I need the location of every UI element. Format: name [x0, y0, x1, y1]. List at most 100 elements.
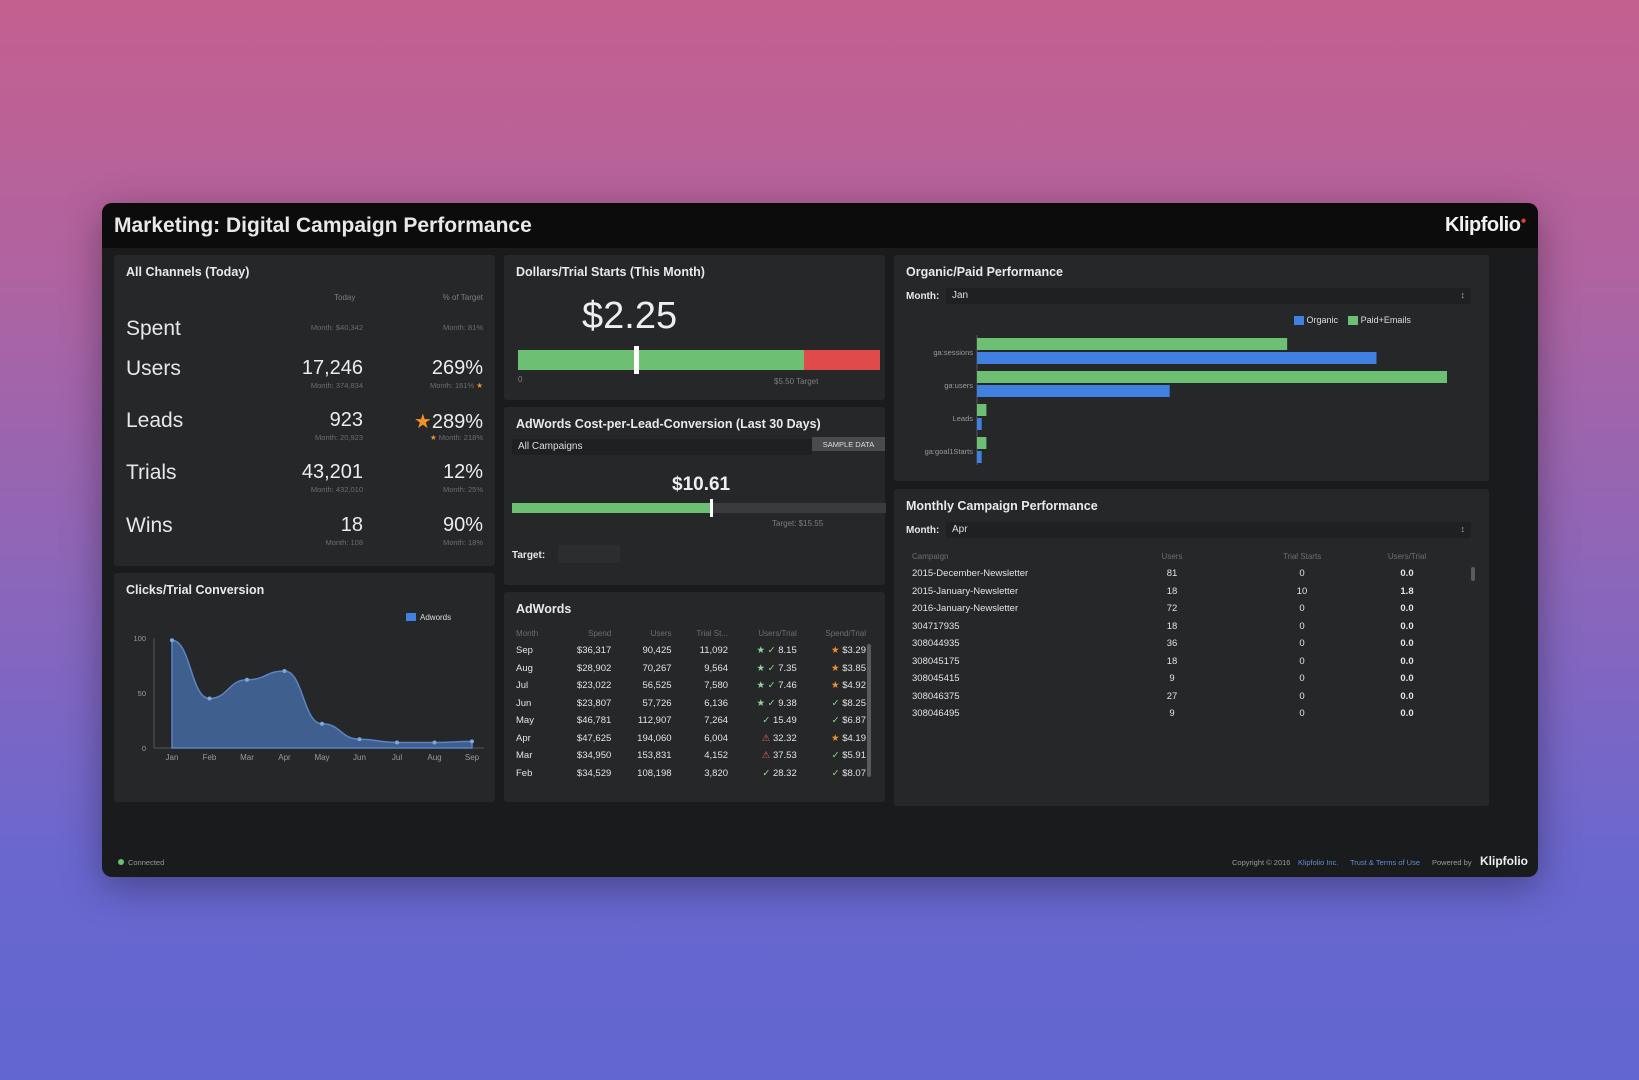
column-header[interactable]: Campaign — [912, 551, 949, 561]
legend-paid-swatch — [1348, 316, 1359, 326]
month-label: Month: — [906, 291, 940, 302]
column-header[interactable]: Users/Trial — [758, 628, 797, 638]
channel-month: Month: 374,834 — [310, 381, 363, 390]
table-cell: 0.0 — [1400, 568, 1414, 580]
data-point — [357, 737, 362, 742]
channel-pct: 269% — [431, 357, 483, 379]
channel-value: 923 — [329, 409, 363, 431]
table-cell: 0.0 — [1400, 673, 1414, 685]
table-cell: 56,525 — [642, 680, 672, 692]
column-header[interactable]: Users — [650, 628, 672, 638]
table-cell: ⚠ 32.32 — [761, 732, 797, 744]
table-row: 2015-December-Newsletter 81 0 0.0 — [912, 565, 1452, 583]
adwords-table: Month Spend Users Trial St... Users/Trial Spe… — [512, 624, 870, 782]
legend-organic-swatch — [1294, 316, 1304, 326]
legend: Organic Paid+Emails — [1294, 315, 1411, 326]
area-chart: 100 50 0 Jan Feb Mar Apr May Jun Jul Aug Sep Adwords — [133, 613, 484, 762]
channel-pct: 12% — [442, 461, 483, 483]
bar-organic — [977, 352, 1377, 364]
channel-pct: 90% — [442, 514, 483, 536]
data-point — [432, 740, 437, 745]
table-cell: $34,950 — [576, 750, 612, 762]
table-cell: 18 — [1166, 585, 1178, 597]
channel-row: Wins 18 Month: 108 90% Month: 18% — [126, 514, 483, 558]
panel-title: Organic/Paid Performance — [906, 265, 1064, 279]
target-input[interactable] — [558, 545, 620, 563]
channel-month: Month: $40,342 — [310, 323, 363, 332]
star-icon: ★ — [413, 411, 432, 433]
table-cell: 0 — [1299, 673, 1305, 685]
scrollbar[interactable] — [867, 644, 871, 777]
table-cell: 308046375 — [912, 690, 960, 702]
table-cell: 2015-January-Newsletter — [912, 585, 1019, 597]
bar-organic — [977, 418, 982, 430]
table-cell: ★ $4.92 — [831, 680, 866, 692]
klipfolio-inc-link[interactable]: Klipfolio Inc. — [1298, 858, 1339, 867]
column-header[interactable]: Users — [1161, 551, 1183, 561]
campaign-select[interactable]: All Campaigns — [512, 439, 812, 455]
footer: Connected Copyright © 2016 Klipfolio Inc… — [102, 848, 1538, 877]
table-cell: 9 — [1169, 708, 1175, 720]
column-header[interactable]: Spend — [588, 628, 612, 638]
table-cell: Apr — [516, 732, 531, 744]
footer-logo[interactable]: Klipfolio — [1480, 854, 1528, 868]
category-label: ga:users — [944, 381, 973, 390]
column-header[interactable]: Trial St... — [696, 628, 729, 638]
table-cell: 308045415 — [912, 673, 960, 685]
copyright-text: Copyright © 2016 — [1232, 858, 1291, 867]
scrollbar[interactable] — [1471, 567, 1475, 581]
table-cell: 153,831 — [637, 750, 672, 762]
table-cell: 9 — [1169, 673, 1175, 685]
table-row: 308045175 18 0 0.0 — [912, 653, 1452, 671]
legend-paid-label: Paid+Emails — [1360, 315, 1411, 325]
table-cell: ★ ✓ 7.46 — [756, 680, 797, 692]
bar-paid — [977, 437, 987, 449]
table-row: Jun $23,807 57,726 6,136 ★ ✓ 9.38 ✓ $8.25 — [512, 695, 870, 713]
star-icon: ★ — [831, 680, 840, 692]
gauge-bar — [518, 346, 880, 374]
table-cell: ✓ $8.25 — [831, 697, 866, 709]
table-cell: 0.0 — [1400, 620, 1414, 632]
clicks-trial-panel: Clicks/Trial Conversion 100 50 0 Jan Feb Mar A… — [114, 573, 495, 802]
bar-paid — [977, 371, 1447, 383]
table-row: 2015-January-Newsletter 18 10 1.8 — [912, 583, 1452, 601]
organic-paid-panel: Organic/Paid Performance Month: Jan ↕ Org… — [894, 255, 1489, 481]
cpl-target-text: Target: $15.55 — [772, 519, 824, 528]
klipfolio-logo[interactable]: Klipfolio● — [1444, 214, 1526, 236]
month-select[interactable]: Apr ↕ — [946, 522, 1471, 538]
bar-paid — [977, 404, 987, 416]
channel-label: Wins — [126, 514, 173, 537]
column-header[interactable]: Trial Starts — [1282, 551, 1322, 561]
star-icon: ★ — [831, 662, 840, 674]
table-row: Aug $28,902 70,267 9,564 ★ ✓ 7.35 ★ $3.85 — [512, 660, 870, 678]
table-cell: 27 — [1166, 690, 1178, 702]
channel-row: Trials 43,201 Month: 432,010 12% Month: … — [126, 461, 483, 505]
table-cell: 18 — [1166, 620, 1178, 632]
panel-title: AdWords — [516, 602, 572, 616]
table-cell: Jul — [516, 680, 529, 692]
connection-status: Connected — [128, 858, 165, 867]
column-header[interactable]: Month — [516, 628, 539, 638]
table-cell: 0 — [1299, 620, 1305, 632]
bar-organic — [977, 451, 982, 463]
area-series — [171, 639, 473, 749]
x-tick-label: Apr — [278, 753, 291, 762]
table-cell: 36 — [1166, 638, 1178, 650]
campaign-table: Campaign Users Trial Starts Users/Trial 201… — [912, 547, 1452, 723]
table-cell: 108,198 — [637, 767, 672, 779]
table-cell: 0 — [1299, 690, 1305, 702]
month-select[interactable]: Jan ↕ — [946, 288, 1471, 304]
data-point — [245, 677, 249, 682]
table-cell: 0 — [1299, 568, 1305, 580]
terms-link[interactable]: Trust & Terms of Use — [1350, 858, 1421, 867]
table-cell: Sep — [516, 645, 533, 657]
table-cell: 0 — [1299, 655, 1305, 667]
data-point — [395, 740, 399, 745]
column-header[interactable]: Spend/Trial — [825, 628, 866, 638]
table-cell: 2015-December-Newsletter — [912, 568, 1029, 580]
table-row: Apr $47,625 194,060 6,004 ⚠ 32.32 ★ $4.19 — [512, 730, 870, 748]
table-cell: 81 — [1166, 568, 1178, 580]
panel-title: Clicks/Trial Conversion — [126, 583, 265, 597]
check-icon: ✓ — [831, 715, 840, 727]
column-header[interactable]: Users/Trial — [1387, 551, 1427, 561]
